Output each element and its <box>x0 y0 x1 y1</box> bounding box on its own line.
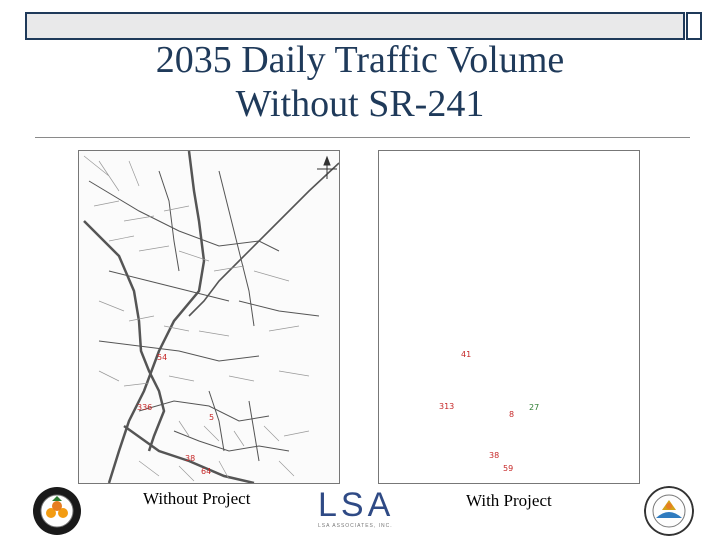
lsa-logo-text: LSA <box>318 486 395 524</box>
volume-label: 313 <box>439 402 455 411</box>
caption-with-project: With Project <box>466 491 552 510</box>
volume-label: 59 <box>503 464 514 473</box>
slide-title-line1: 2035 Daily Traffic Volume <box>155 39 565 81</box>
volume-label: 38 <box>185 454 196 463</box>
arterial-road <box>158 170 180 272</box>
volume-label: 38 <box>489 451 500 460</box>
volume-label: 54 <box>157 353 168 362</box>
header-bar <box>25 12 685 40</box>
lsa-logo: LSA LSA ASSOCIATES, INC. <box>318 488 402 530</box>
map-without-project: 54 336 5 38 64 <box>78 150 340 484</box>
city-seal-logo <box>644 486 694 536</box>
volume-label: 27 <box>529 403 540 412</box>
arterial-road <box>98 340 260 362</box>
arterial-road <box>208 390 225 452</box>
volume-label: 64 <box>201 467 212 476</box>
arterial-road <box>88 180 280 252</box>
header-bar-end-box <box>686 12 702 40</box>
arterial-road <box>108 270 230 302</box>
caption-without-project: Without Project <box>143 489 251 508</box>
freeway-road <box>123 424 255 483</box>
volume-label: 41 <box>461 350 472 359</box>
lsa-logo-subtext: LSA ASSOCIATES, INC. <box>318 523 393 529</box>
volume-label: 336 <box>137 403 153 412</box>
arterial-road <box>188 162 339 317</box>
arterial-road <box>218 170 255 327</box>
county-seal-logo <box>33 487 81 535</box>
slide-title-line2: Without SR-241 <box>235 83 485 125</box>
map-with-project: 41 313 8 27 38 59 <box>378 150 640 484</box>
road-network-map <box>83 151 339 483</box>
arterial-road <box>238 300 320 317</box>
freeway-road <box>83 220 166 452</box>
arterial-road <box>138 400 270 422</box>
arterial-road <box>173 430 290 452</box>
arterial-road <box>248 400 260 462</box>
north-arrow-icon <box>317 155 337 179</box>
volume-label: 5 <box>209 413 215 422</box>
slide-title: 2035 Daily Traffic Volume Without SR-241 <box>60 38 660 126</box>
freeway-road <box>107 151 206 483</box>
volume-label: 8 <box>509 410 515 419</box>
title-divider <box>35 137 690 138</box>
